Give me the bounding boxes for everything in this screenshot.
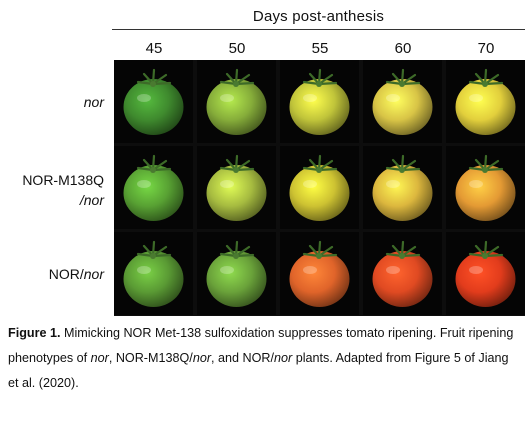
figure-caption: Figure 1. Mimicking NOR Met-138 sulfoxid… bbox=[8, 326, 514, 390]
tomato-photo bbox=[363, 146, 442, 229]
tomato-photo bbox=[446, 60, 525, 143]
figure-panel: Days post-anthesis 45 50 55 60 70 nor NO… bbox=[22, 8, 525, 316]
tomato-photo bbox=[114, 146, 193, 229]
row-label-nor-m138q: NOR-M138Q /nor bbox=[22, 172, 104, 208]
tomato-photo bbox=[446, 146, 525, 229]
header-rule bbox=[112, 29, 525, 30]
row-label-nor: nor bbox=[83, 94, 104, 110]
caption-label: Figure 1. bbox=[8, 326, 61, 340]
day-label: 45 bbox=[145, 40, 163, 57]
tomato-photo bbox=[197, 232, 276, 315]
fruit-photo-grid bbox=[114, 60, 525, 316]
header-title: Days post-anthesis bbox=[252, 8, 385, 25]
tomato-photo bbox=[197, 146, 276, 229]
day-label: 60 bbox=[394, 40, 412, 57]
tomato-photo bbox=[280, 232, 359, 315]
tomato-photo bbox=[363, 60, 442, 143]
tomato-photo bbox=[363, 232, 442, 315]
tomato-photo bbox=[280, 146, 359, 229]
day-label: 55 bbox=[311, 40, 329, 57]
row-label-nor-wt: NOR/nor bbox=[48, 266, 104, 282]
tomato-photo bbox=[114, 60, 193, 143]
tomato-photo bbox=[446, 232, 525, 315]
tomato-photo bbox=[280, 60, 359, 143]
tomato-photo bbox=[197, 60, 276, 143]
day-label: 70 bbox=[477, 40, 495, 57]
tomato-photo bbox=[114, 232, 193, 315]
day-label: 50 bbox=[228, 40, 246, 57]
